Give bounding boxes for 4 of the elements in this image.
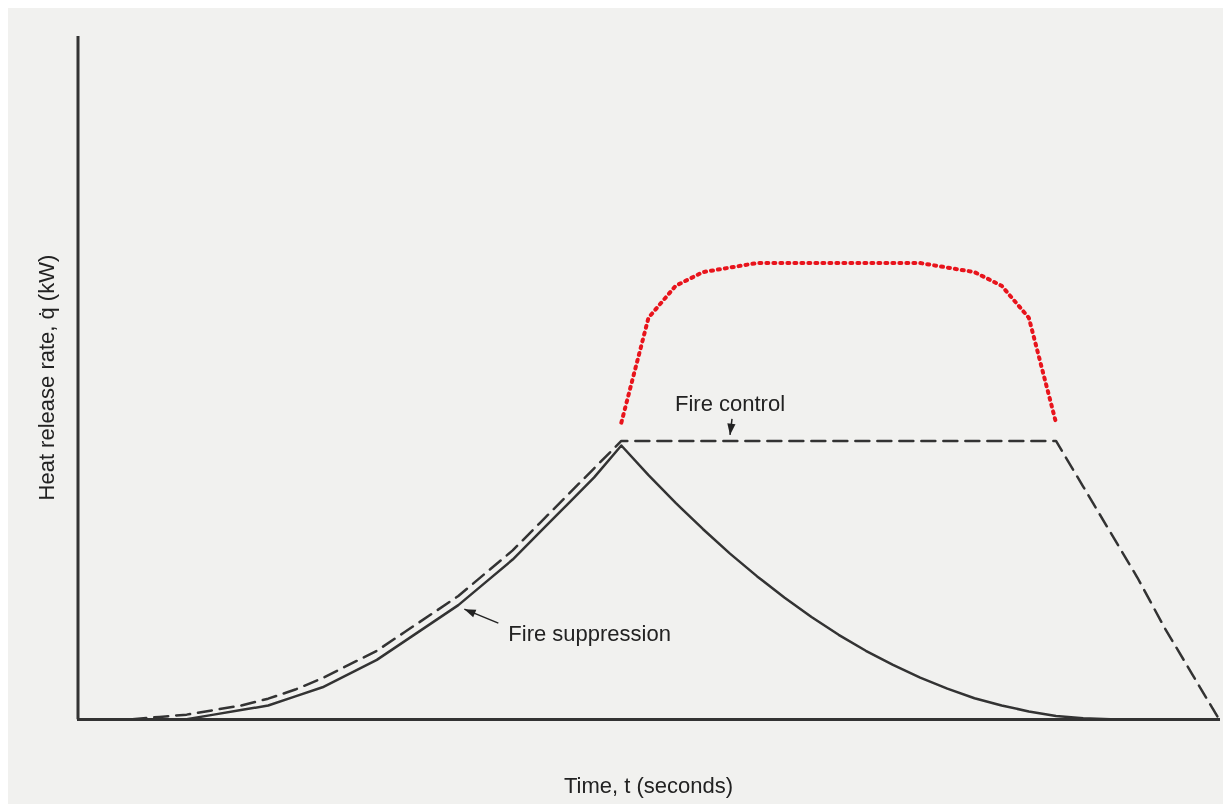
y-axis-title: Heat release rate, q̇ (kW): [34, 254, 60, 501]
text: Fire suppression: [508, 621, 671, 647]
series-label: Fire control: [674, 390, 786, 416]
x-axis-title: Time, t (seconds): [563, 772, 734, 798]
